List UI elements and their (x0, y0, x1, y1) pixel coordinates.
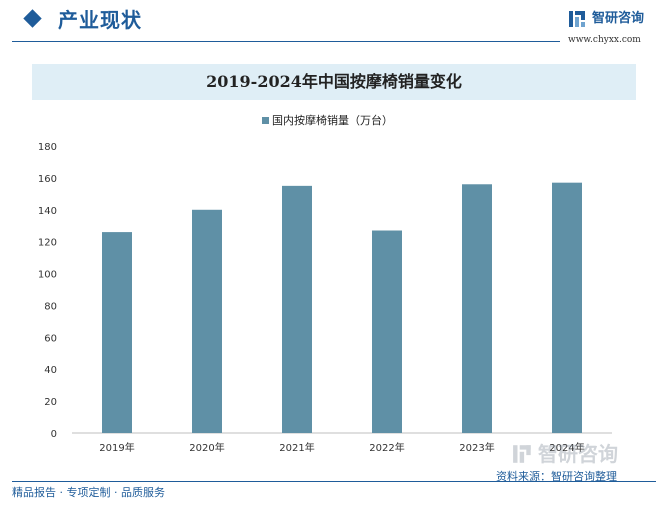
footer-bar (0, 481, 668, 506)
legend-swatch (262, 117, 269, 124)
x-tick-label: 2021年 (279, 441, 314, 454)
legend-label: 国内按摩椅销量（万台） (272, 114, 393, 127)
x-tick-label: 2020年 (189, 441, 224, 454)
y-tick-label: 80 (44, 301, 57, 312)
y-tick-label: 40 (44, 365, 57, 376)
y-tick-label: 120 (38, 238, 57, 249)
section-title: 产业现状 (58, 8, 142, 32)
y-tick-label: 180 (38, 142, 57, 153)
y-tick-label: 160 (38, 174, 57, 185)
y-tick-label: 20 (44, 397, 57, 408)
watermark-mark-icon (513, 445, 531, 463)
watermark-logo: 智研咨询 (512, 442, 652, 468)
brand-logo[interactable]: 智研咨询 www.chyxx.com (568, 8, 664, 45)
bar (552, 182, 582, 433)
logo-mark-icon (569, 11, 585, 27)
chart-title-bar: 2019-2024年中国按摩椅销量变化 (32, 64, 636, 100)
bar (192, 209, 222, 433)
y-tick-label: 60 (44, 333, 57, 344)
watermark-text: 智研咨询 (538, 442, 618, 466)
chart-title: 2019-2024年中国按摩椅销量变化 (206, 72, 462, 91)
y-tick-label: 0 (51, 429, 57, 440)
logo-name: 智研咨询 (592, 11, 645, 26)
y-tick-label: 100 (38, 270, 57, 281)
footer-divider (12, 481, 656, 482)
bar (462, 184, 492, 433)
header: 产业现状 智研咨询 www.chyxx.com (0, 0, 668, 45)
y-tick-label: 140 (38, 206, 57, 217)
bar (282, 185, 312, 433)
footer-tagline: 精品报告 · 专项定制 · 品质服务 (12, 486, 165, 499)
x-tick-label: 2023年 (459, 441, 494, 454)
bar (102, 232, 132, 433)
header-divider (12, 41, 560, 42)
x-tick-label: 2024年 (549, 441, 584, 454)
footer-source: 资料来源：智研咨询整理 (496, 470, 617, 483)
x-tick-label: 2019年 (99, 441, 134, 454)
x-tick-label: 2022年 (369, 441, 404, 454)
bar (372, 230, 402, 433)
logo-url[interactable]: www.chyxx.com (568, 35, 641, 45)
